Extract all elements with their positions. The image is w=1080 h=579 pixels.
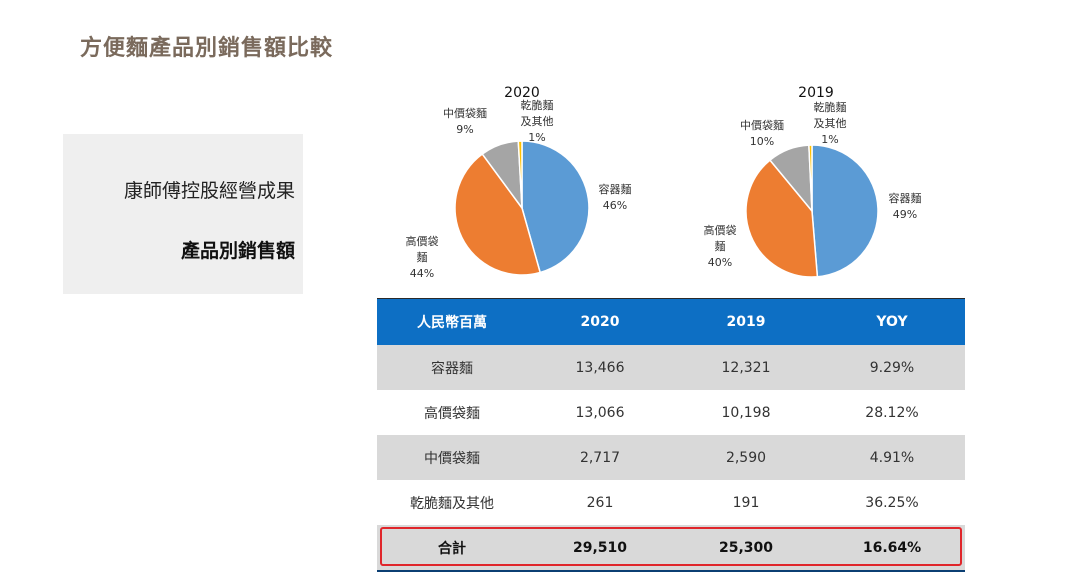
slice-percent: 1%	[821, 133, 838, 146]
value-2020: 13,066	[575, 404, 625, 421]
value-2020: 261	[586, 494, 614, 511]
table-header-row: 人民幣百萬 2020 2019 YOY	[377, 298, 965, 345]
row-label: 高價袋麵	[424, 405, 480, 422]
table-total-row: 合計 29,510 25,300 16.64%	[377, 525, 965, 572]
total-label: 合計	[377, 525, 527, 572]
page-title: 方便麵產品別銷售額比較	[80, 36, 334, 61]
slice-label: 麵	[715, 240, 726, 253]
sales-table: 人民幣百萬 2020 2019 YOY 容器麵 13,466 12,321 9.…	[377, 298, 965, 572]
total-yoy: 16.64%	[819, 525, 965, 572]
slice-label: 及其他	[814, 117, 847, 130]
value-2019: 2,590	[673, 435, 819, 480]
slice-percent: 46%	[603, 199, 627, 212]
slice-label: 中價袋麵	[740, 118, 784, 132]
table-row: 乾脆麵及其他 261 191 36.25%	[377, 480, 965, 525]
value-yoy: 4.91%	[819, 435, 965, 480]
value-yoy: 36.25%	[865, 494, 919, 511]
side-panel: 康師傅控股經營成果 產品別銷售額	[63, 134, 303, 294]
pie-slice	[521, 140, 590, 274]
header-unit: 人民幣百萬	[377, 298, 527, 345]
slice-label: 及其他	[521, 115, 554, 128]
row-label: 中價袋麵	[377, 435, 527, 480]
slice-label: 乾脆麵	[521, 98, 554, 112]
slice-percent: 9%	[456, 123, 473, 136]
value-2020: 13,466	[527, 345, 673, 390]
value-2019: 191	[732, 494, 760, 511]
slice-percent: 1%	[528, 131, 545, 144]
company-results-label: 康師傅控股經營成果	[123, 180, 295, 202]
slice-label: 高價袋	[704, 223, 737, 237]
pie-slice	[454, 152, 542, 276]
header-2019: 2019	[673, 298, 819, 345]
row-label: 容器麵	[377, 345, 527, 390]
header-2020: 2020	[527, 298, 673, 345]
value-2019: 10,198	[721, 404, 771, 421]
slice-label: 中價袋麵	[443, 106, 487, 120]
total-2020: 29,510	[527, 525, 673, 572]
slice-percent: 44%	[410, 267, 434, 280]
table-row: 高價袋麵 13,066 10,198 28.12%	[377, 390, 965, 435]
pie-charts: 2020容器麵46%高價袋麵44%中價袋麵9%乾脆麵及其他1%2019容器麵49…	[406, 85, 922, 280]
value-yoy: 9.29%	[819, 345, 965, 390]
pie-slice	[811, 144, 879, 278]
pie-slice	[745, 159, 819, 278]
slice-label: 容器麵	[889, 191, 922, 205]
pie-slice	[808, 144, 813, 212]
section-title: 產品別銷售額	[180, 240, 295, 262]
pie-title: 2020	[504, 85, 540, 101]
slice-percent: 10%	[750, 135, 774, 148]
value-2019: 12,321	[673, 345, 819, 390]
table-row: 中價袋麵 2,717 2,590 4.91%	[377, 435, 965, 480]
slice-label: 麵	[417, 251, 428, 264]
slice-label: 高價袋	[406, 234, 439, 248]
pie-slice	[517, 140, 523, 209]
header-yoy: YOY	[819, 298, 965, 345]
table-row: 容器麵 13,466 12,321 9.29%	[377, 345, 965, 390]
slice-label: 容器麵	[599, 182, 632, 196]
slice-percent: 49%	[893, 208, 917, 221]
slice-percent: 40%	[708, 256, 732, 269]
value-2020: 2,717	[527, 435, 673, 480]
slice-label: 乾脆麵	[814, 100, 847, 114]
pie-title: 2019	[798, 85, 834, 101]
total-2019: 25,300	[673, 525, 819, 572]
row-label: 乾脆麵及其他	[410, 495, 494, 512]
value-yoy: 28.12%	[865, 404, 919, 421]
